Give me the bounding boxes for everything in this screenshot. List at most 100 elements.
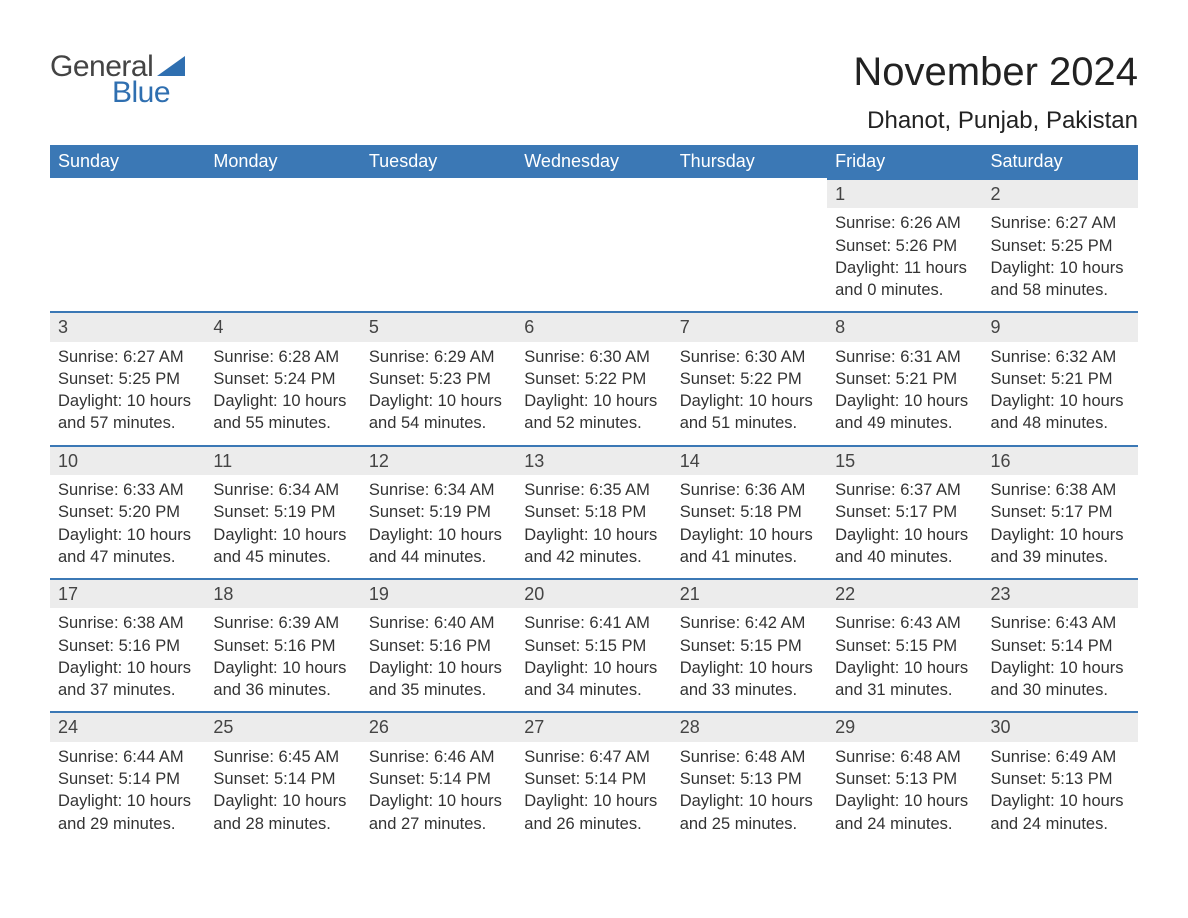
day-body: Sunrise: 6:34 AMSunset: 5:19 PMDaylight:…: [361, 475, 516, 578]
sunset-label: Sunset:: [835, 370, 891, 388]
sunset-value: 5:22 PM: [585, 370, 646, 388]
daylight-line: Daylight: 10 hours and 35 minutes.: [369, 657, 508, 702]
sunrise-value: 6:48 AM: [745, 748, 806, 766]
day-number: 2: [983, 180, 1138, 208]
daylight-label: Daylight:: [524, 659, 588, 677]
day-cell: 6Sunrise: 6:30 AMSunset: 5:22 PMDaylight…: [516, 311, 671, 444]
sunset-value: 5:17 PM: [896, 503, 957, 521]
daylight-label: Daylight:: [835, 659, 899, 677]
day-number: 20: [516, 580, 671, 608]
day-body: Sunrise: 6:38 AMSunset: 5:16 PMDaylight:…: [50, 608, 205, 711]
day-number: 13: [516, 447, 671, 475]
sunset-value: 5:13 PM: [1051, 770, 1112, 788]
weekday-header: Thursday: [672, 145, 827, 178]
day-body: Sunrise: 6:27 AMSunset: 5:25 PMDaylight:…: [50, 342, 205, 445]
sunrise-line: Sunrise: 6:33 AM: [58, 479, 197, 501]
sunrise-value: 6:46 AM: [434, 748, 495, 766]
day-cell: 28Sunrise: 6:48 AMSunset: 5:13 PMDayligh…: [672, 711, 827, 844]
day-body: Sunrise: 6:28 AMSunset: 5:24 PMDaylight:…: [205, 342, 360, 445]
sunset-line: Sunset: 5:22 PM: [680, 368, 819, 390]
sunrise-label: Sunrise:: [835, 614, 896, 632]
weekday-header: Wednesday: [516, 145, 671, 178]
sunset-line: Sunset: 5:17 PM: [991, 501, 1130, 523]
sunset-label: Sunset:: [524, 503, 580, 521]
sunrise-value: 6:27 AM: [123, 348, 184, 366]
day-body: Sunrise: 6:48 AMSunset: 5:13 PMDaylight:…: [827, 742, 982, 845]
sunrise-line: Sunrise: 6:42 AM: [680, 612, 819, 634]
daylight-line: Daylight: 10 hours and 31 minutes.: [835, 657, 974, 702]
weeks-container: 1Sunrise: 6:26 AMSunset: 5:26 PMDaylight…: [50, 178, 1138, 845]
sunrise-line: Sunrise: 6:32 AM: [991, 346, 1130, 368]
sunrise-line: Sunrise: 6:40 AM: [369, 612, 508, 634]
sunset-label: Sunset:: [369, 770, 425, 788]
daylight-label: Daylight:: [524, 392, 588, 410]
day-cell: 18Sunrise: 6:39 AMSunset: 5:16 PMDayligh…: [205, 578, 360, 711]
day-cell: 19Sunrise: 6:40 AMSunset: 5:16 PMDayligh…: [361, 578, 516, 711]
sunrise-line: Sunrise: 6:34 AM: [213, 479, 352, 501]
day-cell-empty: [361, 178, 516, 311]
daylight-line: Daylight: 10 hours and 24 minutes.: [835, 790, 974, 835]
sunset-value: 5:25 PM: [119, 370, 180, 388]
day-cell-empty: [205, 178, 360, 311]
daylight-label: Daylight:: [991, 392, 1055, 410]
weekday-header: Friday: [827, 145, 982, 178]
day-cell: 9Sunrise: 6:32 AMSunset: 5:21 PMDaylight…: [983, 311, 1138, 444]
daylight-line: Daylight: 10 hours and 45 minutes.: [213, 524, 352, 569]
day-cell-empty: [516, 178, 671, 311]
sunset-value: 5:25 PM: [1051, 237, 1112, 255]
week-row: 3Sunrise: 6:27 AMSunset: 5:25 PMDaylight…: [50, 311, 1138, 444]
sunrise-value: 6:38 AM: [123, 614, 184, 632]
daylight-label: Daylight:: [680, 659, 744, 677]
daylight-label: Daylight:: [213, 526, 277, 544]
daylight-line: Daylight: 10 hours and 44 minutes.: [369, 524, 508, 569]
day-cell: 20Sunrise: 6:41 AMSunset: 5:15 PMDayligh…: [516, 578, 671, 711]
sunset-label: Sunset:: [835, 503, 891, 521]
daylight-label: Daylight:: [991, 526, 1055, 544]
sunset-label: Sunset:: [991, 370, 1047, 388]
day-cell: 13Sunrise: 6:35 AMSunset: 5:18 PMDayligh…: [516, 445, 671, 578]
sunrise-value: 6:43 AM: [1056, 614, 1117, 632]
sunset-value: 5:22 PM: [740, 370, 801, 388]
sunrise-line: Sunrise: 6:26 AM: [835, 212, 974, 234]
day-cell: 22Sunrise: 6:43 AMSunset: 5:15 PMDayligh…: [827, 578, 982, 711]
sunset-value: 5:14 PM: [119, 770, 180, 788]
sunrise-value: 6:38 AM: [1056, 481, 1117, 499]
day-cell: 11Sunrise: 6:34 AMSunset: 5:19 PMDayligh…: [205, 445, 360, 578]
sunrise-value: 6:27 AM: [1056, 214, 1117, 232]
day-body: Sunrise: 6:41 AMSunset: 5:15 PMDaylight:…: [516, 608, 671, 711]
sunset-value: 5:21 PM: [896, 370, 957, 388]
sunset-line: Sunset: 5:25 PM: [991, 235, 1130, 257]
daylight-label: Daylight:: [58, 392, 122, 410]
sunrise-label: Sunrise:: [213, 348, 274, 366]
sunset-label: Sunset:: [991, 237, 1047, 255]
sunset-value: 5:18 PM: [585, 503, 646, 521]
sunset-line: Sunset: 5:21 PM: [835, 368, 974, 390]
daylight-line: Daylight: 10 hours and 25 minutes.: [680, 790, 819, 835]
sunrise-value: 6:36 AM: [745, 481, 806, 499]
day-body: Sunrise: 6:46 AMSunset: 5:14 PMDaylight:…: [361, 742, 516, 845]
sunset-line: Sunset: 5:16 PM: [213, 635, 352, 657]
sunset-line: Sunset: 5:23 PM: [369, 368, 508, 390]
day-body: Sunrise: 6:30 AMSunset: 5:22 PMDaylight:…: [672, 342, 827, 445]
logo-text-blue: Blue: [112, 76, 170, 110]
sunrise-value: 6:31 AM: [900, 348, 961, 366]
sunrise-label: Sunrise:: [680, 614, 741, 632]
sunset-label: Sunset:: [835, 237, 891, 255]
daylight-line: Daylight: 10 hours and 29 minutes.: [58, 790, 197, 835]
sunset-label: Sunset:: [680, 770, 736, 788]
sunrise-label: Sunrise:: [835, 348, 896, 366]
day-cell: 7Sunrise: 6:30 AMSunset: 5:22 PMDaylight…: [672, 311, 827, 444]
sunrise-line: Sunrise: 6:34 AM: [369, 479, 508, 501]
sunset-label: Sunset:: [524, 370, 580, 388]
sunrise-value: 6:47 AM: [589, 748, 650, 766]
daylight-label: Daylight:: [369, 392, 433, 410]
sunset-line: Sunset: 5:13 PM: [680, 768, 819, 790]
day-cell: 12Sunrise: 6:34 AMSunset: 5:19 PMDayligh…: [361, 445, 516, 578]
sunset-line: Sunset: 5:14 PM: [991, 635, 1130, 657]
sunset-value: 5:13 PM: [896, 770, 957, 788]
sunset-value: 5:18 PM: [740, 503, 801, 521]
sunrise-label: Sunrise:: [58, 614, 119, 632]
daylight-label: Daylight:: [835, 526, 899, 544]
sunset-value: 5:14 PM: [585, 770, 646, 788]
sunset-line: Sunset: 5:18 PM: [524, 501, 663, 523]
